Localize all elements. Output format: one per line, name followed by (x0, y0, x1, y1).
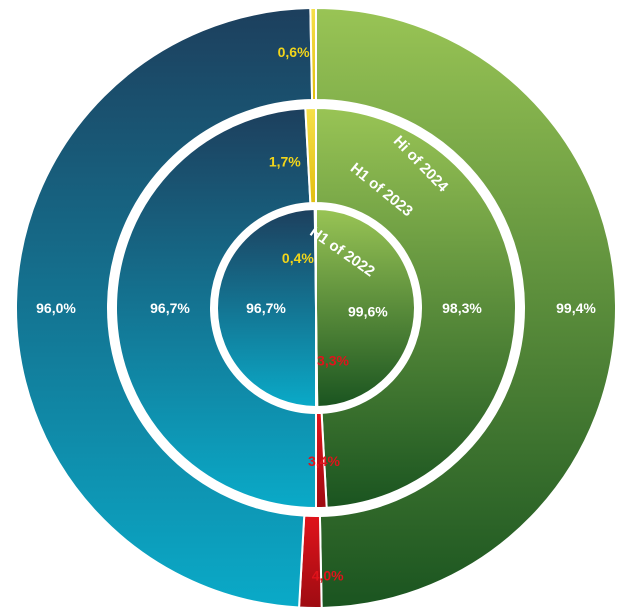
ring-separator-1 (212, 204, 420, 412)
slice-hi-of-2024-blue (15, 7, 314, 608)
data-label-h1-of-2023-blue: 96,7% (150, 300, 190, 316)
ring-dividers (11, 3, 619, 608)
ring-separator-2 (111, 103, 521, 513)
slice-h1-of-2022-yellow (313, 207, 317, 309)
data-label-hi-of-2024-blue: 96,0% (36, 300, 76, 316)
ring-separator-3 (11, 3, 619, 608)
chart-slices (15, 6, 617, 608)
slice-hi-of-2024-yellow (309, 6, 317, 102)
data-label-hi-of-2024-yellow: 0,6% (278, 44, 310, 60)
data-label-hi-of-2024-green: 99,4% (556, 300, 596, 316)
data-label-h1-of-2022-yellow: 0,4% (282, 250, 314, 266)
data-label-h1-of-2023-green: 98,3% (442, 300, 482, 316)
slice-h1-of-2022-green (315, 207, 416, 409)
data-label-hi-of-2024-red: 4,0% (312, 568, 344, 584)
slice-h1-of-2023-yellow (304, 106, 317, 205)
slice-h1-of-2023-blue (114, 107, 317, 510)
slice-h1-of-2022-blue (216, 207, 317, 409)
data-label-h1-of-2022-red: 3,3% (317, 352, 349, 368)
slice-h1-of-2023-green (315, 106, 518, 509)
slice-hi-of-2024-green (315, 6, 617, 608)
data-label-h1-of-2023-yellow: 1,7% (269, 153, 301, 169)
data-label-h1-of-2022-blue: 96,7% (246, 300, 286, 316)
data-label-h1-of-2022-green: 99,6% (348, 304, 388, 320)
data-label-h1-of-2023-red: 3,4% (308, 453, 340, 469)
